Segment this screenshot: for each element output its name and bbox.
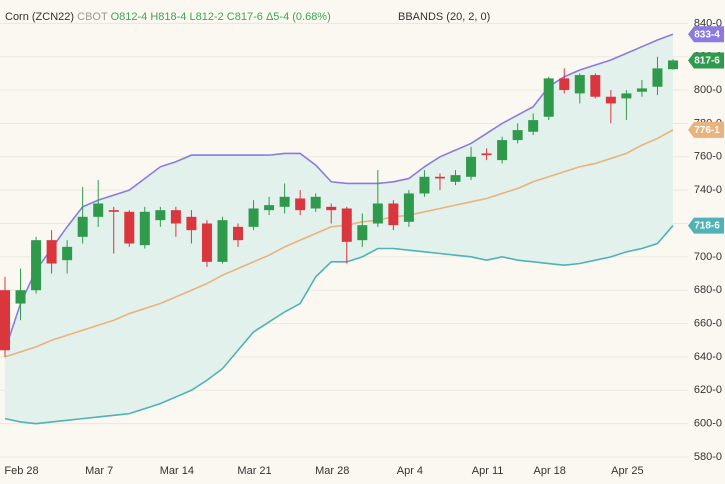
symbol: Corn (ZCN22)	[5, 11, 74, 23]
x-tick-label: Apr 11	[472, 465, 504, 477]
x-tick-label: Mar 28	[315, 465, 349, 477]
x-tick-label: Mar 21	[237, 465, 271, 477]
candle-body	[170, 210, 181, 224]
candle-body	[559, 78, 570, 91]
band-line	[4, 129, 674, 358]
candle-body	[419, 176, 430, 194]
candle-body	[233, 226, 244, 241]
y-tick-label: 580-0	[694, 451, 722, 463]
study-label: BBANDS (20, 2, 0)	[398, 11, 490, 23]
candle-body	[543, 78, 554, 117]
price-tag	[688, 26, 724, 43]
candle-body	[512, 130, 523, 141]
candle-body	[590, 75, 601, 97]
y-tick-label: 660-0	[694, 317, 722, 329]
candle-body	[388, 203, 399, 226]
band-line	[4, 33, 674, 351]
candle-body	[341, 208, 352, 242]
change-value: Δ5-4 (0.68%)	[266, 11, 331, 23]
candle-body	[201, 223, 212, 262]
band-line	[4, 225, 674, 425]
candle-body	[217, 220, 228, 262]
price-tag	[688, 52, 724, 69]
candle-body	[0, 290, 10, 351]
x-tick-label: Feb 28	[4, 465, 38, 477]
y-tick-label: 680-0	[694, 284, 722, 296]
x-tick-label: Mar 7	[85, 465, 113, 477]
candle-body	[108, 210, 119, 212]
candle-body	[466, 156, 477, 177]
candle-body	[93, 203, 104, 217]
y-tick-label: 600-0	[694, 418, 722, 430]
candle-body	[668, 60, 678, 70]
candle-body	[31, 240, 42, 291]
candle-body	[574, 75, 585, 94]
price-tag-label: 833-4	[694, 29, 720, 40]
close-value: C817-6	[227, 11, 263, 23]
open-value: O812-4	[111, 11, 148, 23]
candle-body	[310, 196, 321, 209]
low-value: L812-2	[189, 11, 223, 23]
candle-body	[279, 196, 290, 207]
candle-body	[450, 175, 461, 182]
high-value: H818-4	[150, 11, 186, 23]
candle-body	[326, 206, 337, 211]
candle-body	[155, 210, 166, 221]
candle-body	[621, 93, 632, 99]
y-tick-label: 740-0	[694, 184, 722, 196]
y-tick-label: 640-0	[694, 351, 722, 363]
axes: 580-0600-0620-0640-0660-0680-0700-0720-0…	[4, 17, 724, 477]
price-tag-label: 776-1	[694, 125, 720, 136]
x-tick-label: Apr 25	[611, 465, 643, 477]
candle-body	[139, 211, 150, 246]
y-tick-label: 700-0	[694, 251, 722, 263]
x-tick-label: Apr 4	[397, 465, 423, 477]
y-tick-label: 760-0	[694, 151, 722, 163]
candle-body	[605, 96, 616, 104]
candle-body	[15, 290, 26, 304]
candle-body	[357, 225, 368, 241]
candle-body	[186, 216, 197, 231]
candle-body	[497, 140, 508, 161]
price-tag-label: 817-6	[694, 56, 720, 67]
candle-body	[636, 88, 647, 92]
x-tick-label: Mar 14	[160, 465, 194, 477]
candle-body	[264, 205, 275, 211]
candle-body	[46, 240, 57, 264]
y-tick-label: 800-0	[694, 84, 722, 96]
candle-body	[77, 216, 88, 237]
candle-body	[652, 68, 663, 87]
candle-body	[295, 198, 306, 211]
plot-area	[0, 33, 678, 425]
candle-body	[372, 203, 383, 224]
candle-body	[124, 211, 135, 244]
price-tag-label: 718-6	[694, 221, 720, 232]
exchange: CBOT	[77, 11, 108, 23]
candle-body	[528, 120, 539, 132]
candle-body	[62, 246, 73, 261]
candle-body	[481, 153, 492, 156]
candle-body	[248, 208, 259, 227]
candle-body	[403, 193, 414, 222]
candle-body	[434, 176, 445, 179]
band-fill	[5, 34, 673, 424]
price-tag	[688, 217, 724, 234]
chart-legend: Corn (ZCN22) CBOT O812-4 H818-4 L812-2 C…	[5, 11, 331, 23]
x-tick-label: Apr 18	[534, 465, 566, 477]
price-tag	[688, 121, 724, 138]
y-tick-label: 620-0	[694, 384, 722, 396]
